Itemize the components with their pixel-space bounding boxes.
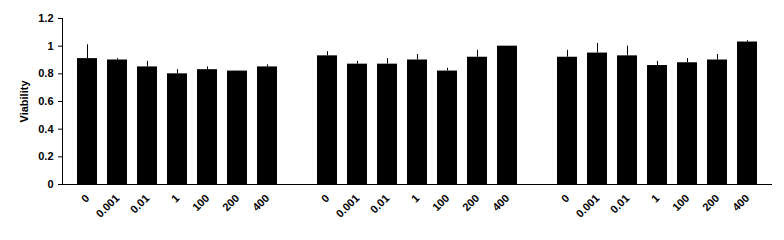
svg-text:0: 0 <box>47 178 53 190</box>
svg-text:1: 1 <box>47 40 53 52</box>
svg-text:100: 100 <box>670 192 691 213</box>
svg-text:0.01: 0.01 <box>608 192 632 216</box>
svg-text:0.4: 0.4 <box>38 123 54 135</box>
svg-text:100: 100 <box>190 192 211 213</box>
svg-text:100: 100 <box>430 192 451 213</box>
svg-text:0.8: 0.8 <box>38 67 53 79</box>
svg-text:0.001: 0.001 <box>333 192 361 220</box>
svg-text:0: 0 <box>319 192 332 205</box>
svg-text:400: 400 <box>250 192 271 213</box>
svg-text:0.2: 0.2 <box>38 150 53 162</box>
svg-text:200: 200 <box>460 192 481 213</box>
svg-text:0: 0 <box>79 192 92 205</box>
svg-text:Viability: Viability <box>18 80 30 123</box>
svg-text:1: 1 <box>409 192 422 205</box>
svg-text:1.2: 1.2 <box>38 12 53 24</box>
svg-text:0.01: 0.01 <box>368 192 392 216</box>
svg-text:0: 0 <box>559 192 572 205</box>
svg-text:0.001: 0.001 <box>93 192 121 220</box>
svg-text:1: 1 <box>649 192 662 205</box>
svg-text:0.001: 0.001 <box>573 192 601 220</box>
svg-text:400: 400 <box>730 192 751 213</box>
svg-text:0.6: 0.6 <box>38 95 53 107</box>
svg-text:400: 400 <box>490 192 511 213</box>
svg-text:0.01: 0.01 <box>128 192 152 216</box>
svg-text:200: 200 <box>220 192 241 213</box>
svg-text:200: 200 <box>700 192 721 213</box>
svg-text:1: 1 <box>169 192 182 205</box>
